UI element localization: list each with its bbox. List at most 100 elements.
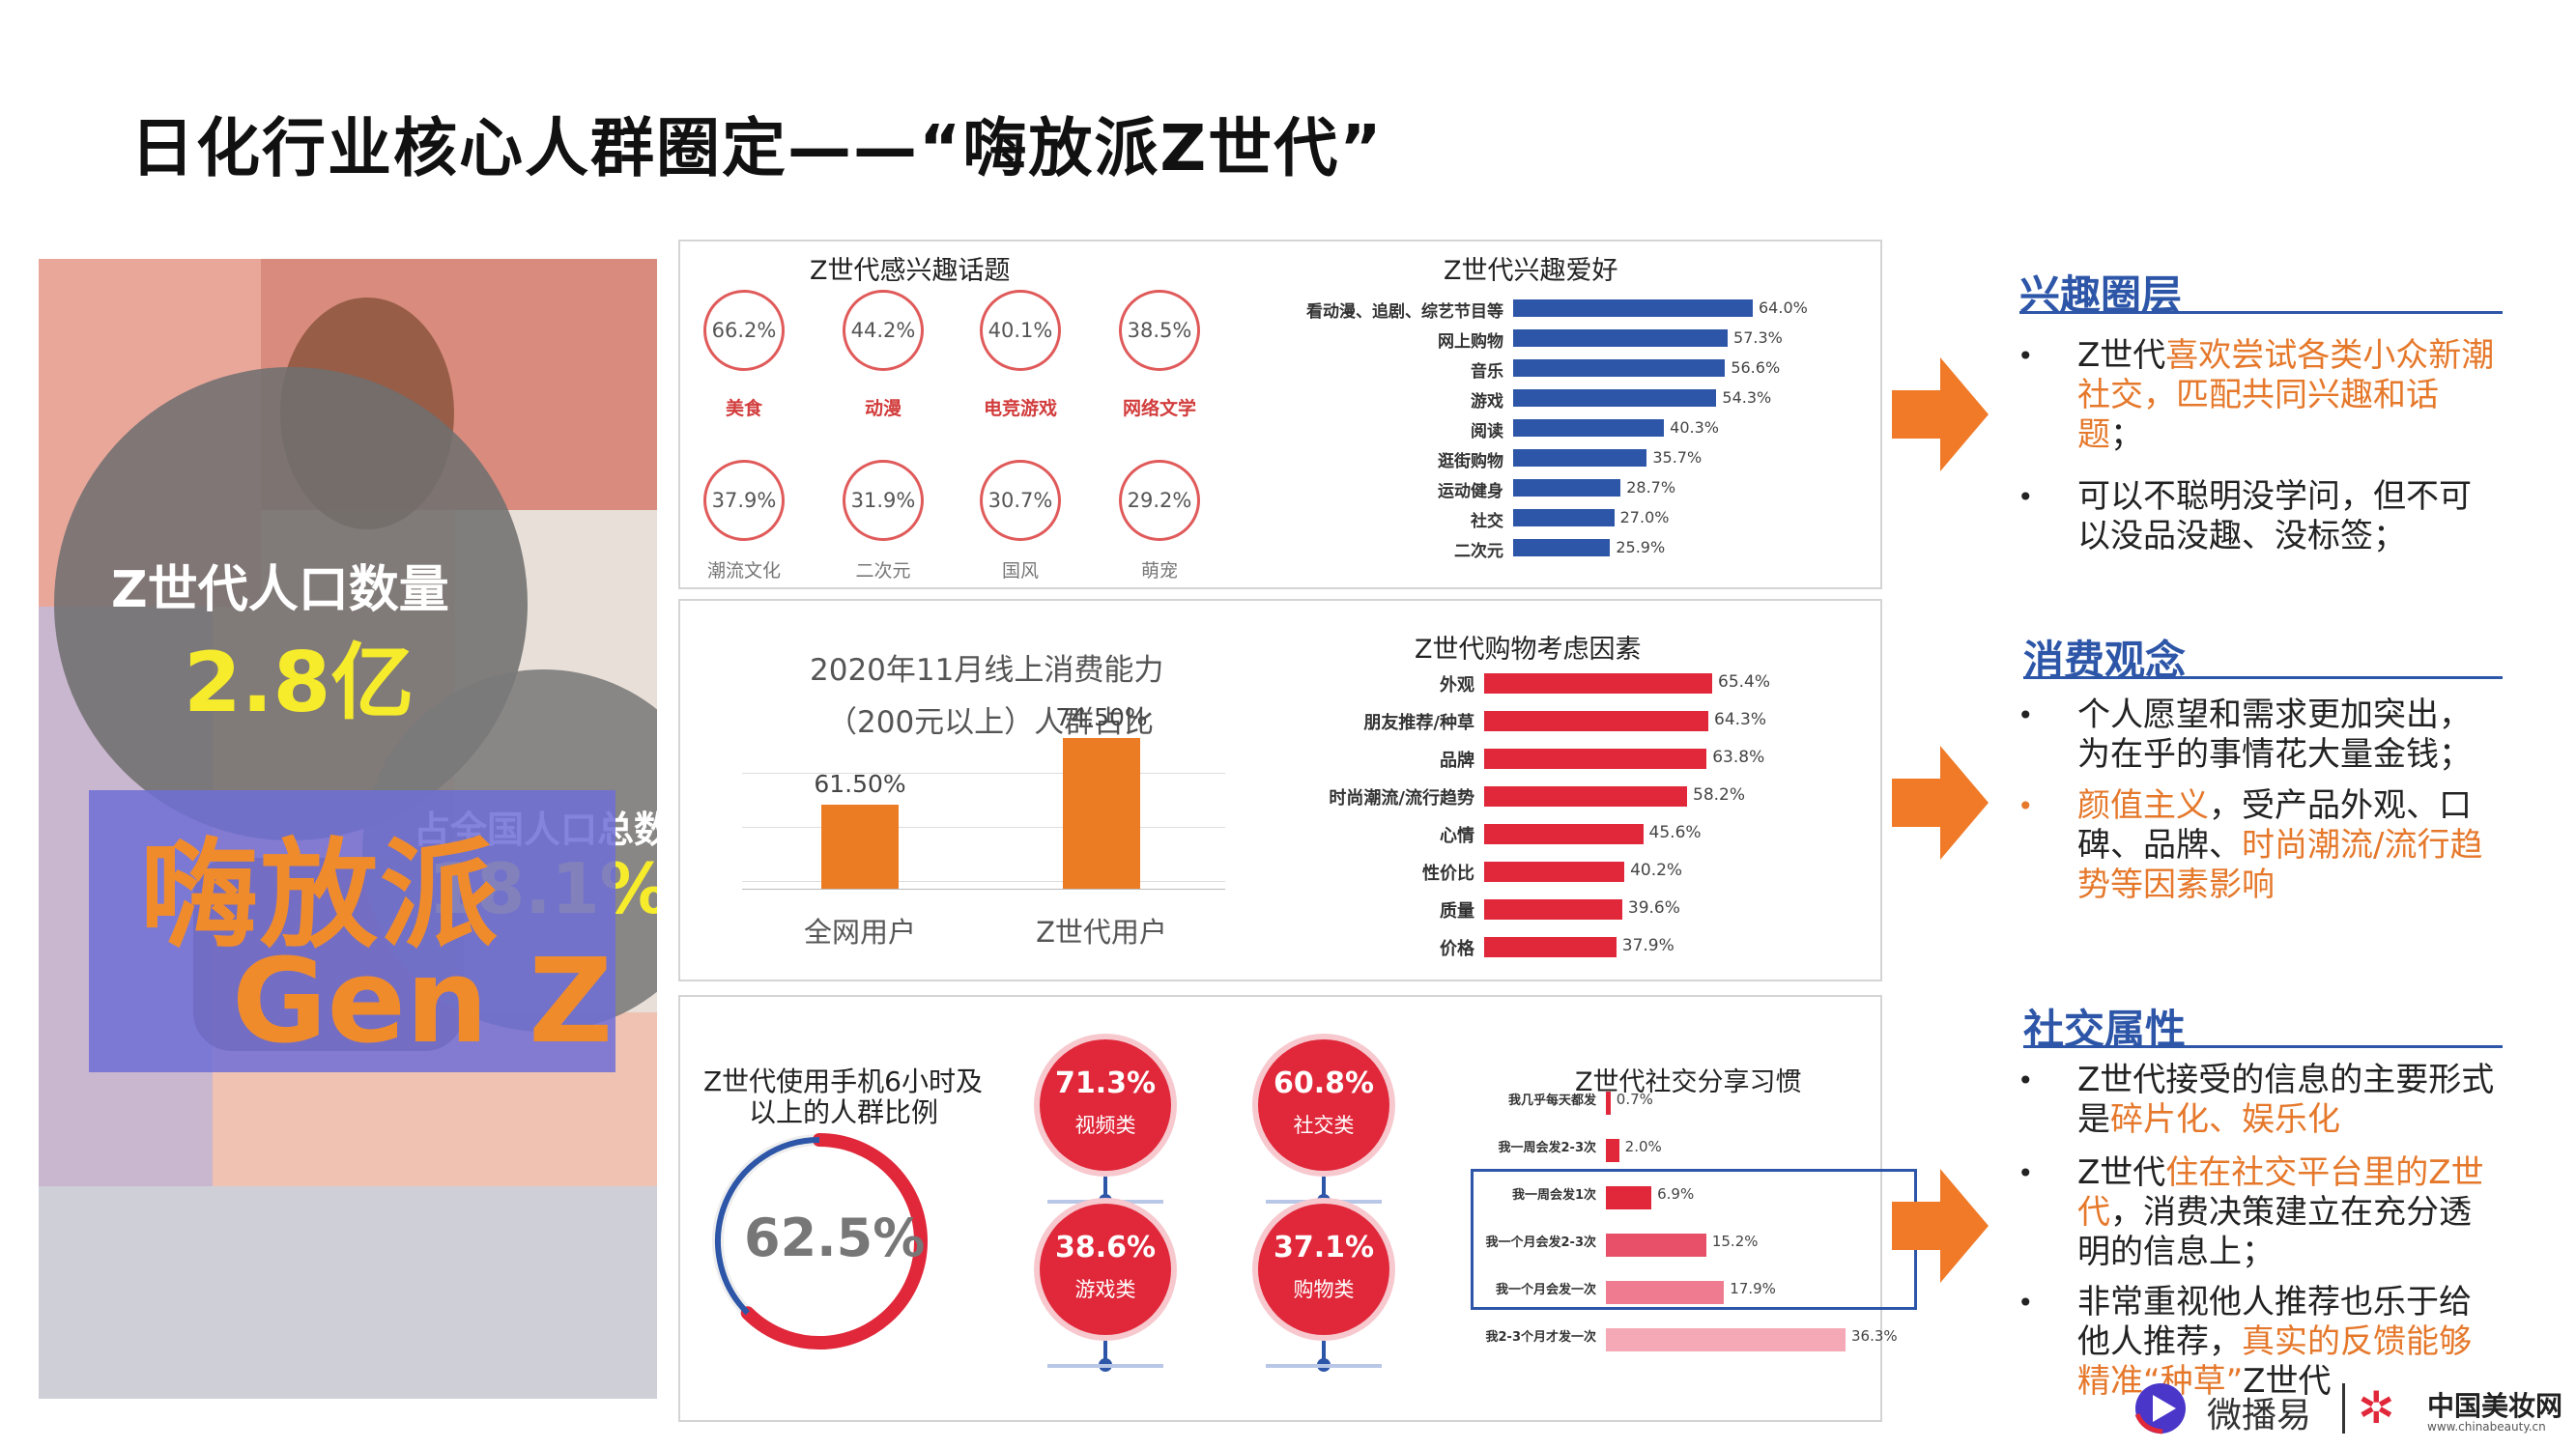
phone-usage-rest-arc bbox=[715, 1137, 820, 1316]
social-bullet-3-tail: Z世代 bbox=[2243, 1362, 2332, 1401]
arrow-icon bbox=[1892, 1169, 1989, 1283]
bar-value-label: 54.3% bbox=[1722, 388, 1772, 407]
bar bbox=[1484, 711, 1708, 731]
chinabeauty-brand: 中国美妆网 bbox=[2427, 1390, 2563, 1422]
bar-category-label: 品牌 bbox=[1440, 751, 1474, 771]
interest-topic-label: 国风 bbox=[1001, 560, 1039, 582]
arrow-icon bbox=[1892, 746, 1989, 860]
bar bbox=[1606, 1328, 1846, 1351]
content-type-circle: 60.8% 社交类 bbox=[1258, 1039, 1389, 1171]
bar-value-label: 0.7% bbox=[1616, 1091, 1653, 1108]
interest-bullet-1-highlight: 喜欢尝试各类小众新潮社交，匹配共同兴趣和话题 bbox=[2077, 336, 2495, 454]
interest-topic-ring: 29.2% bbox=[1119, 460, 1200, 541]
chinabeauty-url: www.chinabeauty.cn bbox=[2427, 1420, 2546, 1434]
consumption-heading: 消费观念 bbox=[2023, 637, 2187, 684]
content-type-value: 37.1% bbox=[1273, 1231, 1375, 1264]
bar-category-label: 我几乎每天都发 bbox=[1507, 1094, 1596, 1108]
bar bbox=[1484, 862, 1625, 882]
sharing-chart-title: Z世代社交分享习惯 bbox=[1575, 1067, 1802, 1097]
social-bullet-1-lead: Z世代接受的信息的主要形式是 bbox=[2077, 1061, 2495, 1139]
bar-value-label: 65.4% bbox=[1718, 672, 1771, 692]
spending-title-line2: （200元以上）人群占比 bbox=[827, 705, 1155, 740]
gridline bbox=[742, 827, 1225, 828]
interest-topic-label: 二次元 bbox=[855, 560, 911, 582]
bar-value-label: 58.2% bbox=[1693, 785, 1746, 805]
bar-category-label: 心情 bbox=[1440, 826, 1474, 846]
gridline bbox=[742, 773, 1225, 774]
bar bbox=[1606, 1234, 1706, 1257]
interest-bullet-1-lead: Z世代 bbox=[2077, 336, 2166, 375]
content-type-label: 社交类 bbox=[1293, 1114, 1355, 1137]
interest-topic-label: 动漫 bbox=[864, 398, 902, 419]
bar bbox=[1513, 299, 1753, 317]
content-type-value: 60.8% bbox=[1273, 1066, 1375, 1100]
social-bullet-1: • Z世代接受的信息的主要形式是碎片化、娱乐化 bbox=[2018, 1061, 2503, 1140]
bar-category-label: 我一周会发2-3次 bbox=[1498, 1141, 1597, 1155]
consumption-bullet-2-mid: ，受产品外观、口碑、品牌、 bbox=[2077, 786, 2472, 865]
consumption-bullet-2-highlight-a: 颜值主义 bbox=[2077, 786, 2209, 825]
hype-title: 嗨放派 bbox=[140, 827, 500, 964]
bar-value-label: 74.50% bbox=[1055, 702, 1148, 731]
bar-category-label: 质量 bbox=[1440, 901, 1474, 922]
bar-value-label: 64.3% bbox=[1714, 710, 1767, 729]
content-type-circle: 71.3% 视频类 bbox=[1040, 1039, 1171, 1171]
consumption-bullet-2-highlight-b: 时尚潮流/流行趋势等因素影响 bbox=[2077, 826, 2483, 904]
bar-value-label: 15.2% bbox=[1711, 1233, 1759, 1250]
interest-bullet-1: • Z世代喜欢尝试各类小众新潮社交，匹配共同兴趣和话题； bbox=[2018, 336, 2503, 455]
interest-topic-ring: 44.2% bbox=[843, 290, 924, 371]
content-type-pin bbox=[1103, 1341, 1107, 1366]
bar-value-label: 25.9% bbox=[1616, 538, 1666, 556]
bullet-dot-icon: • bbox=[2018, 790, 2034, 822]
weiboyi-brand: 微播易 bbox=[2207, 1396, 2312, 1435]
bar-value-label: 6.9% bbox=[1657, 1185, 1695, 1203]
interest-topic-ring: 31.9% bbox=[843, 460, 924, 541]
interest-topic-label: 萌宠 bbox=[1140, 560, 1178, 582]
hype-banner bbox=[89, 790, 615, 1072]
social-bullet-2-highlight: 住在社交平台里的Z世代 bbox=[2077, 1153, 2484, 1232]
interest-topic-label: 美食 bbox=[725, 398, 762, 419]
shopping-chart-title: Z世代购物考虑因素 bbox=[1415, 635, 1642, 665]
content-type-label: 购物类 bbox=[1293, 1278, 1355, 1301]
bar bbox=[1484, 937, 1617, 957]
interest-topic-ring: 40.1% bbox=[980, 290, 1061, 371]
chinabeauty-logo-icon: ✲ bbox=[2358, 1381, 2395, 1434]
consumption-bullet-1: • 个人愿望和需求更加突出，为在乎的事情花大量金钱； bbox=[2018, 696, 2503, 775]
social-bullet-2-tail: ，消费决策建立在充分透明的信息上； bbox=[2077, 1193, 2472, 1271]
content-type-circle: 37.1% 购物类 bbox=[1258, 1204, 1389, 1335]
interest-topic-ring: 38.5% bbox=[1119, 290, 1200, 371]
social-bullet-2-lead: Z世代 bbox=[2077, 1153, 2166, 1192]
bar-value-label: 40.3% bbox=[1670, 418, 1719, 437]
gridline bbox=[742, 881, 1225, 882]
interest-bullet-2-text: 可以不聪明没学问，但不可以没品没趣、没标签； bbox=[2077, 477, 2472, 555]
social-heading: 社交属性 bbox=[2023, 1006, 2187, 1053]
bar bbox=[1513, 509, 1615, 526]
interest-topic-label: 潮流文化 bbox=[706, 560, 781, 582]
arrow-icon bbox=[1892, 357, 1989, 471]
bar-value-label: 40.2% bbox=[1630, 861, 1683, 880]
bar-category-label: 外观 bbox=[1440, 675, 1474, 696]
weiboyi-logo bbox=[2133, 1381, 2201, 1435]
bar-value-label: 36.3% bbox=[1851, 1327, 1898, 1345]
bar-value-label: 57.3% bbox=[1733, 328, 1783, 347]
social-bullet-1-highlight: 碎片化、娱乐化 bbox=[2110, 1100, 2340, 1139]
bar-category-label: 逛街购物 bbox=[1438, 452, 1503, 471]
bar bbox=[1513, 419, 1665, 437]
interest-heading: 兴趣圈层 bbox=[2019, 271, 2183, 319]
bar-value-label: 39.6% bbox=[1627, 898, 1680, 918]
bar-value-label: 64.0% bbox=[1759, 298, 1808, 317]
axis-line bbox=[742, 889, 1225, 890]
logo-divider bbox=[2342, 1383, 2345, 1434]
bullet-dot-icon: • bbox=[2018, 340, 2034, 372]
content-type-label: 视频类 bbox=[1074, 1114, 1136, 1137]
content-type-base bbox=[1047, 1200, 1163, 1204]
bar-category-label: 我一个月会发一次 bbox=[1495, 1283, 1596, 1297]
bar-category-label: 我一周会发1次 bbox=[1511, 1188, 1596, 1203]
bar bbox=[1513, 359, 1726, 377]
bar-value-label: 35.7% bbox=[1652, 448, 1703, 467]
content-type-value: 71.3% bbox=[1054, 1066, 1157, 1100]
content-type-pin bbox=[1103, 1177, 1107, 1202]
bar bbox=[1484, 824, 1644, 844]
consumption-heading-rule bbox=[2023, 676, 2503, 679]
social-heading-rule bbox=[2023, 1045, 2503, 1048]
bar-category-label: 我2-3个月才发一次 bbox=[1485, 1330, 1597, 1345]
